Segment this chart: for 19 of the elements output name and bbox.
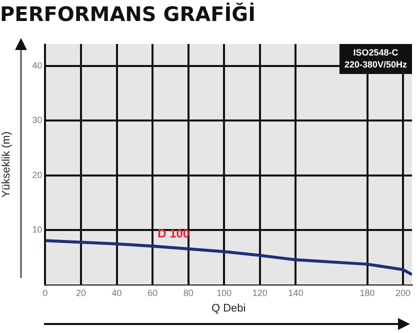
y-axis-title: Yükseklik (m) xyxy=(0,131,13,198)
x-tick-label: 180 xyxy=(360,288,375,298)
y-tick-label: 40 xyxy=(32,60,42,70)
x-tick-label: 120 xyxy=(252,288,268,298)
x-tick-label: 80 xyxy=(183,288,194,298)
x-tick-label: 60 xyxy=(148,288,158,298)
x-axis-title: Q Debi xyxy=(211,302,246,314)
x-tick-label: 40 xyxy=(112,288,122,298)
y-tick-label: 30 xyxy=(32,115,42,126)
x-tick-label: 20 xyxy=(76,288,86,298)
y-tick-label: 10 xyxy=(32,224,42,235)
x-tick-label: 0 xyxy=(42,288,48,298)
y-tick-label: 20 xyxy=(32,170,42,180)
annotation: ISO2548-C xyxy=(353,47,399,58)
x-tick-label: 200 xyxy=(396,288,411,298)
x-tick-label: 100 xyxy=(216,288,232,298)
chart-title: PERFORMANS GRAFİĞİ xyxy=(0,2,256,26)
x-tick-label: 140 xyxy=(288,288,304,298)
annotation: 220-380V/50Hz xyxy=(344,59,408,70)
